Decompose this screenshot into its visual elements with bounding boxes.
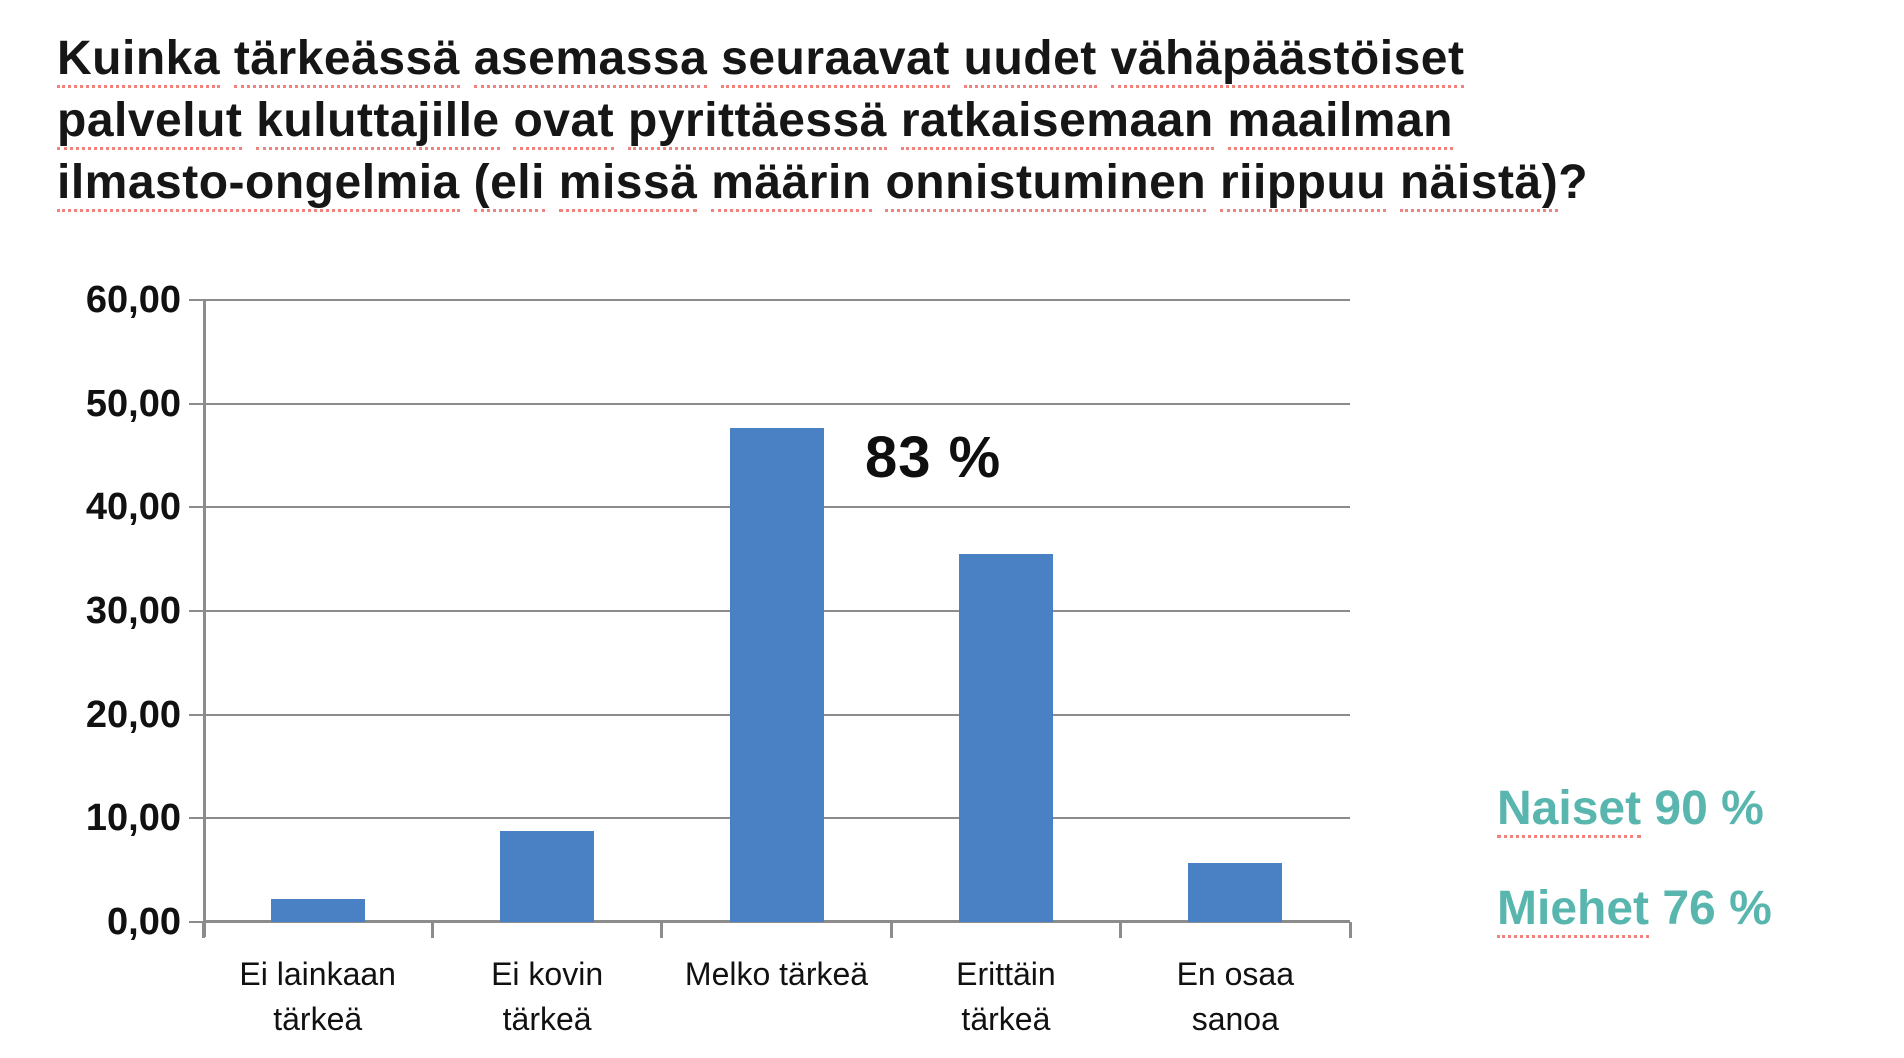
y-tick-mark <box>189 610 203 612</box>
title-word: ovat <box>513 94 615 150</box>
title-word: onnistuminen <box>885 156 1207 212</box>
gridline <box>203 299 1350 301</box>
title-word: palvelut <box>57 94 243 150</box>
title-word: näistä) <box>1399 156 1559 212</box>
title-word: määrin <box>711 156 872 212</box>
x-tick-label: Erittäin tärkeä <box>866 952 1146 1042</box>
title-word: ilmasto-ongelmia <box>57 156 460 212</box>
x-tick-label: Melko tärkeä <box>637 952 917 997</box>
miehet-share-label: Miehet 76 % <box>1497 880 1772 938</box>
y-tick-mark <box>189 299 203 301</box>
x-tick-mark <box>1348 922 1352 938</box>
title-word: asemassa <box>473 32 708 88</box>
x-tick-label-line: tärkeä <box>961 1001 1051 1037</box>
title-word: seuraavat <box>721 32 950 88</box>
y-tick-mark <box>189 713 203 716</box>
y-tick-label: 50,00 <box>85 382 181 425</box>
y-tick-mark <box>189 817 203 820</box>
page-title: Kuinka tärkeässä asemassa seuraavat uude… <box>57 28 1588 214</box>
bar-value-annotation: 83 % <box>865 425 1002 490</box>
bar-2 <box>500 830 595 922</box>
y-tick-mark <box>189 402 203 405</box>
x-tick-mark <box>201 922 205 938</box>
title-line: Kuinka tärkeässä asemassa seuraavat uude… <box>57 28 1588 90</box>
x-tick-label-line: tärkeä <box>502 1001 592 1037</box>
bar-chart: 83 % 60,00 50,00 40,00 30,00 20,00 10,00 0,00 E… <box>86 281 1352 1037</box>
bar-3 <box>729 427 824 922</box>
x-tick-label-line: tärkeä <box>273 1001 363 1037</box>
x-tick-label-line: Erittäin <box>956 956 1056 992</box>
title-word: pyrittäessä <box>628 94 887 150</box>
title-word: riippuu <box>1219 156 1387 212</box>
x-tick-label-line: Melko tärkeä <box>684 956 869 992</box>
x-tick-mark <box>889 922 893 938</box>
x-tick-label: Ei lainkaan tärkeä <box>178 952 458 1042</box>
gridline <box>203 402 1350 405</box>
title-word: maailman <box>1227 94 1453 150</box>
bar-4 <box>958 553 1053 922</box>
y-tick-label: 60,00 <box>85 279 181 321</box>
title-word: ratkaisemaan <box>900 94 1214 150</box>
x-tick-label-line: Ei lainkaan <box>239 956 396 992</box>
x-tick-label-line: En osaa <box>1176 956 1294 992</box>
naiset-share-label: Naiset 90 % <box>1497 780 1772 838</box>
title-line: palvelut kuluttajille ovat pyrittäessä r… <box>57 90 1588 152</box>
y-tick-label: 30,00 <box>85 590 181 632</box>
naiset-value: 90 % <box>1654 782 1764 835</box>
y-tick-label: 20,00 <box>85 693 181 736</box>
y-tick-label: 10,00 <box>85 797 181 840</box>
miehet-word: Miehet <box>1497 882 1650 938</box>
title-word: vähäpäästöiset <box>1110 32 1465 88</box>
bar-1 <box>270 899 365 922</box>
x-tick-mark <box>1119 922 1123 938</box>
bar-5 <box>1188 862 1283 922</box>
title-word: kuluttajille <box>256 94 500 150</box>
title-line: ilmasto-ongelmia (eli missä määrin onnis… <box>57 152 1588 214</box>
x-tick-label-line: Ei kovin <box>491 956 604 992</box>
x-tick-label-line: sanoa <box>1191 1001 1279 1037</box>
x-tick-label: Ei kovin tärkeä <box>407 952 687 1042</box>
title-word: Kuinka <box>57 32 221 88</box>
title-word: (eli <box>473 156 545 212</box>
x-tick-mark <box>430 922 434 938</box>
gender-share-labels: Naiset 90 % Miehet 76 % <box>1497 780 1772 938</box>
naiset-word: Naiset <box>1497 782 1642 838</box>
miehet-value: 76 % <box>1662 882 1772 935</box>
y-tick-mark <box>189 506 203 509</box>
x-tick-label: En osaa sanoa <box>1095 952 1375 1042</box>
title-word: uudet <box>963 32 1097 88</box>
y-tick-mark <box>189 921 203 923</box>
title-word: tärkeässä <box>233 32 460 88</box>
x-tick-mark <box>660 922 664 938</box>
title-word: missä <box>558 156 698 212</box>
y-axis-line <box>203 300 206 937</box>
y-tick-label: 0,00 <box>107 901 181 943</box>
y-tick-label: 40,00 <box>85 486 181 529</box>
